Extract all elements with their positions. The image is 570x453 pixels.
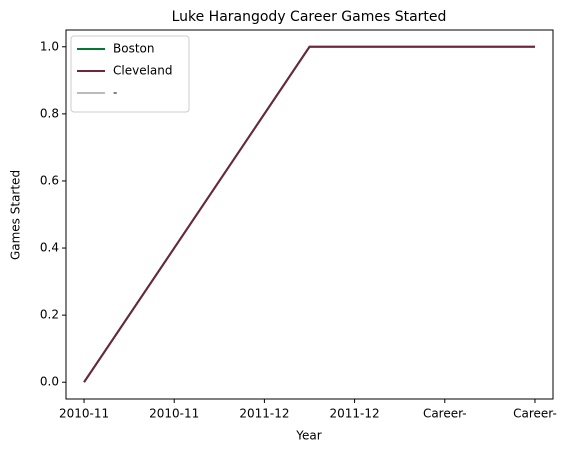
y-tick-label: 0.0 — [40, 375, 59, 389]
x-tick-label: 2010-11 — [59, 407, 109, 421]
x-tick-label: Career- — [423, 407, 467, 421]
y-tick-label: 0.6 — [40, 173, 59, 187]
y-tick-label: 0.4 — [40, 241, 59, 255]
legend-label: Boston — [113, 42, 154, 56]
x-tick-label: 2011-12 — [239, 407, 289, 421]
chart-title: Luke Harangody Career Games Started — [172, 9, 447, 25]
x-tick-label: Career- — [513, 407, 557, 421]
legend-label: - — [113, 86, 117, 100]
legend-label: Cleveland — [113, 64, 173, 78]
y-tick-label: 0.8 — [40, 106, 59, 120]
x-axis-label: Year — [295, 429, 321, 443]
series-line — [83, 45, 535, 383]
x-tick-label: 2010-11 — [149, 407, 199, 421]
x-tick-label: 2011-12 — [330, 407, 380, 421]
y-tick-label: 0.2 — [40, 308, 59, 322]
y-tick-label: 1.0 — [40, 39, 59, 53]
axes-frame — [65, 29, 554, 400]
y-axis-label: Games Started — [9, 170, 23, 260]
